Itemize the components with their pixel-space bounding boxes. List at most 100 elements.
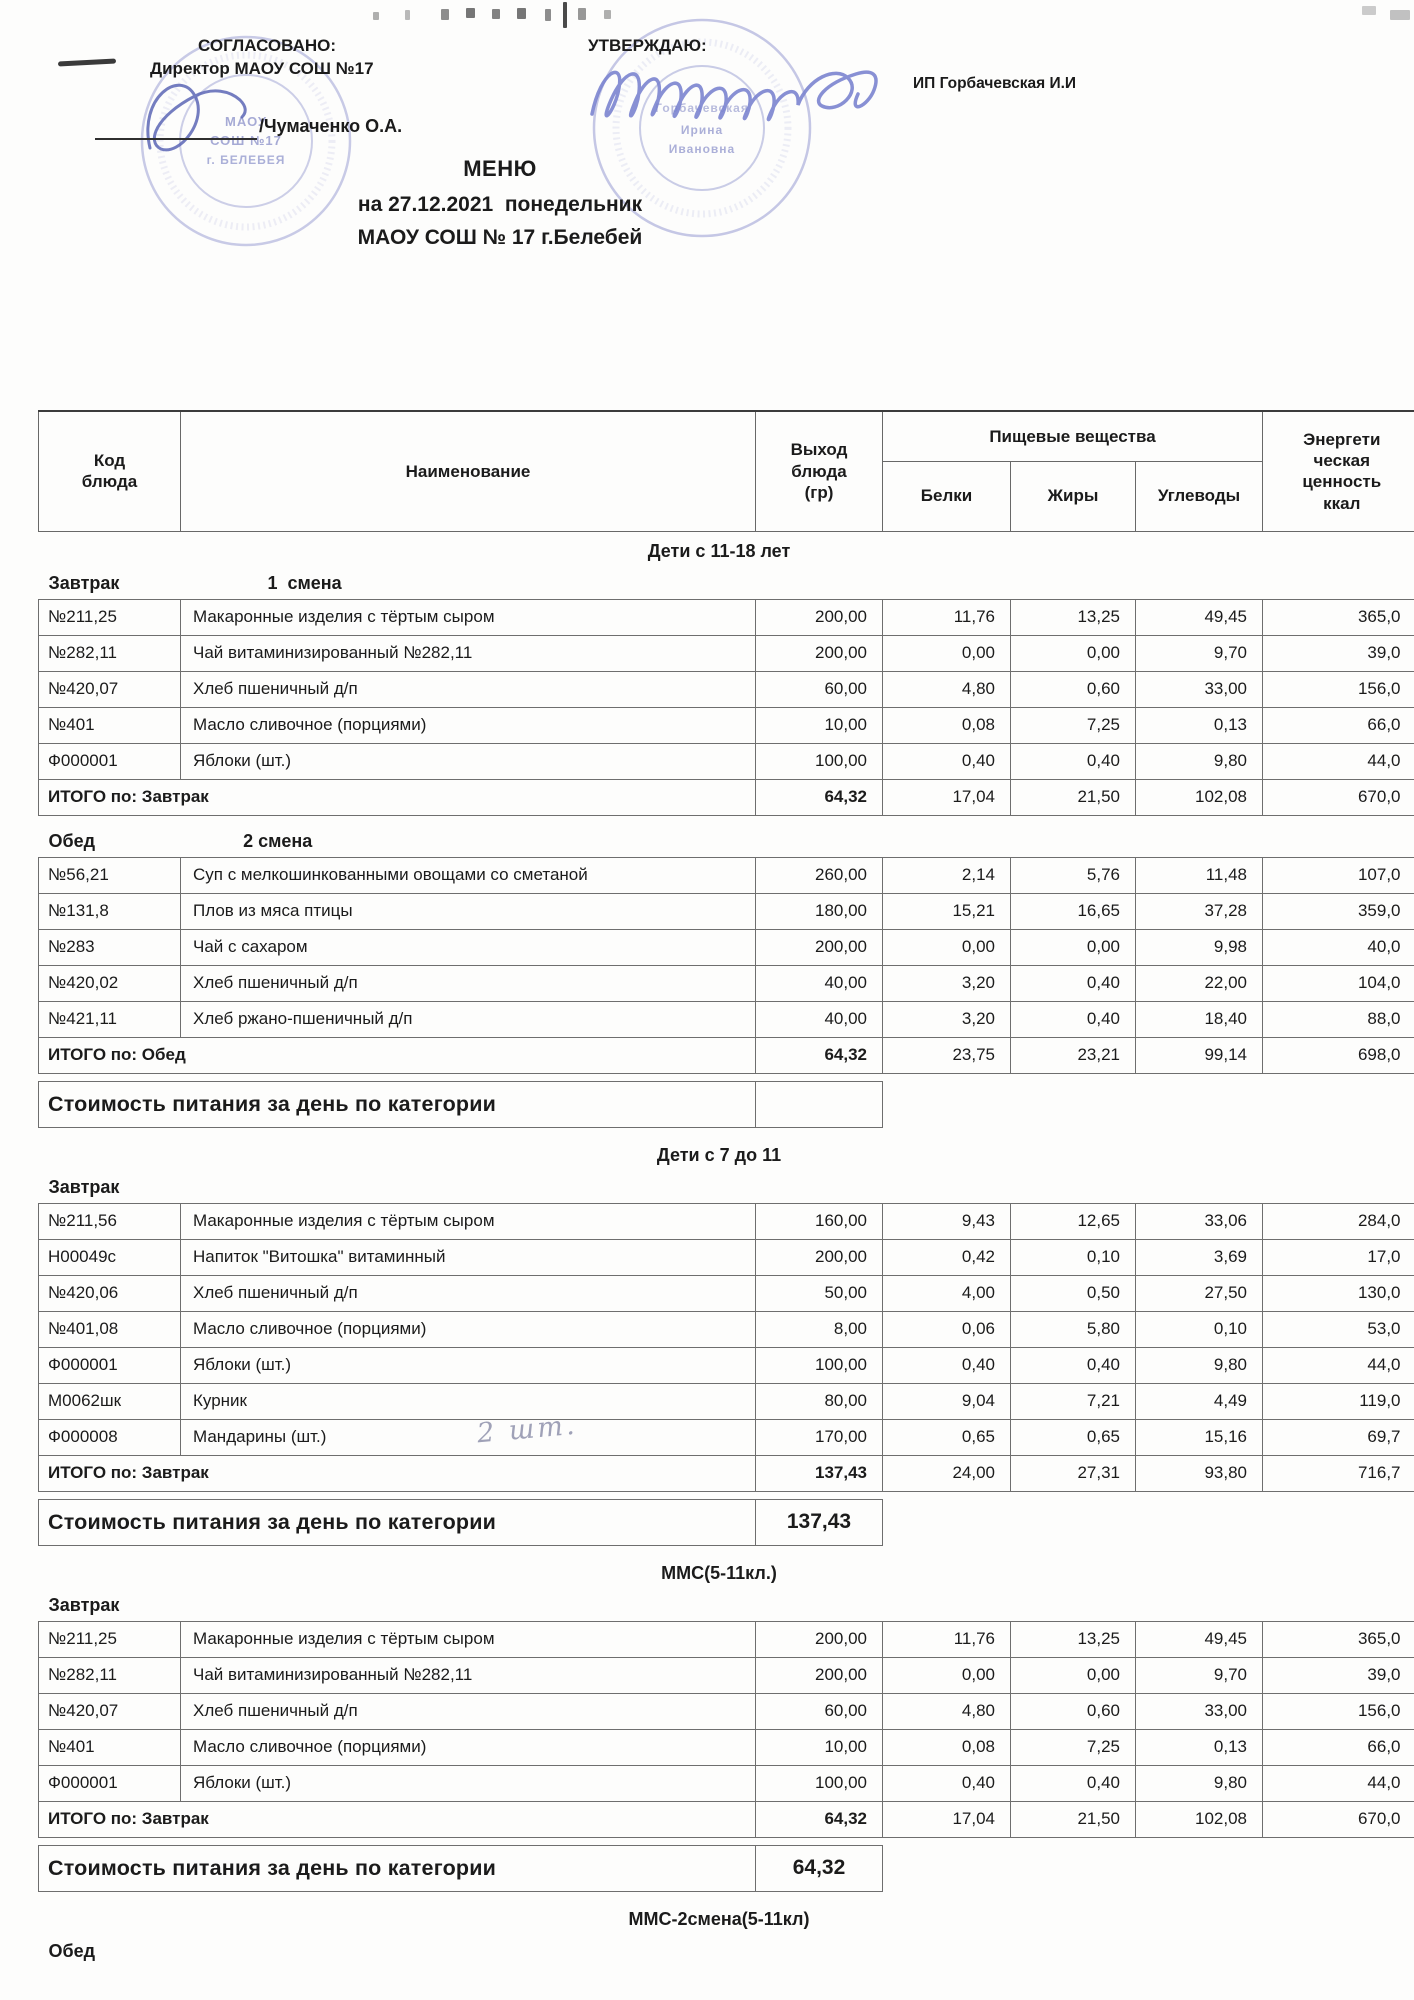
dish-energy: 104,0: [1262, 964, 1414, 1002]
dish-name-text: Яблоки (шт.): [193, 1355, 292, 1374]
dish-carbs: 11,48: [1134, 856, 1264, 894]
dish-row: М0062шк Курник 80,00 9,04 7,21 4,49 119,0: [38, 1382, 1414, 1420]
dish-out: 100,00: [755, 1346, 883, 1384]
dish-name-text: Чай витаминизированный №282,11: [193, 1665, 473, 1684]
dish-code: №401: [38, 706, 181, 744]
dish-out: 8,00: [755, 1310, 883, 1348]
dish-carbs: 9,98: [1134, 928, 1264, 966]
dish-carbs: 9,80: [1134, 1764, 1264, 1802]
scan-artifact: [563, 2, 567, 28]
dish-carbs: 15,16: [1134, 1418, 1264, 1456]
daily-cost-label: Стоимость питания за день по категории: [38, 1844, 756, 1892]
dish-name: Макаронные изделия с тёртым сыром: [180, 598, 756, 636]
dish-name-text: Хлеб пшеничный д/п: [193, 1283, 358, 1302]
dish-row: №420,06 Хлеб пшеничный д/п 50,00 4,00 0,50 27…: [38, 1274, 1414, 1312]
column-header-name: Наименование: [180, 410, 756, 532]
section-title: Дети с 7 до 11: [656, 1145, 782, 1165]
dish-fat: 13,25: [1010, 598, 1136, 636]
dish-name-text: Напиток "Витошка" витаминный: [193, 1247, 446, 1266]
dish-out: 200,00: [755, 634, 883, 672]
dish-protein: 15,21: [882, 892, 1011, 930]
dish-out: 200,00: [755, 598, 883, 636]
dish-protein: 0,40: [882, 1764, 1011, 1802]
meal-label: Обед: [48, 830, 96, 851]
dish-name: Масло сливочное (порциями): [180, 1728, 756, 1766]
dish-fat: 0,00: [1010, 928, 1136, 966]
dish-row: №282,11 Чай витаминизированный №282,11 200…: [38, 634, 1414, 672]
dish-code: №421,11: [38, 1000, 181, 1038]
spacer-row: [39, 1127, 1414, 1135]
dish-fat: 12,65: [1010, 1202, 1136, 1240]
dish-energy: 119,0: [1262, 1382, 1414, 1420]
meal-total-energy: 670,0: [1262, 778, 1414, 816]
meal-label: Завтрак: [48, 1176, 120, 1197]
dish-protein: 4,00: [882, 1274, 1011, 1312]
dish-carbs: 0,10: [1134, 1310, 1264, 1348]
dish-row: Ф000001 Яблоки (шт.) 100,00 0,40 0,40 9,80 44,…: [38, 1346, 1414, 1384]
dish-out: 200,00: [755, 1620, 883, 1658]
scan-artifact: [545, 9, 551, 21]
dish-name-text: Чай витаминизированный №282,11: [193, 643, 473, 662]
dish-name: Яблоки (шт.): [180, 1764, 756, 1802]
meal-total-out: 64,32: [755, 778, 883, 816]
dish-energy: 69,7: [1262, 1418, 1414, 1456]
spacer-row: [39, 1837, 1414, 1845]
dish-carbs: 27,50: [1134, 1274, 1264, 1312]
meal-total-label: ИТОГО по: Завтрак: [38, 1454, 756, 1492]
daily-cost-value: 137,43: [755, 1498, 883, 1546]
dish-protein: 0,40: [882, 1346, 1011, 1384]
dish-code: Ф000001: [38, 1764, 181, 1802]
dish-carbs: 3,69: [1134, 1238, 1264, 1276]
section-title: Дети с 11-18 лет: [647, 541, 791, 562]
meal-row: Обед 2 смена: [39, 823, 1414, 857]
dish-name-text: Плов из мяса птицы: [193, 901, 353, 920]
dish-out: 100,00: [755, 742, 883, 780]
dish-row: №211,25 Макаронные изделия с тёртым сыром…: [38, 1620, 1414, 1658]
dish-energy: 107,0: [1262, 856, 1414, 894]
dish-fat: 7,25: [1010, 706, 1136, 744]
dish-carbs: 18,40: [1134, 1000, 1264, 1038]
dish-name-text: Мандарины (шт.): [193, 1427, 327, 1446]
dish-name-text: Яблоки (шт.): [193, 751, 292, 770]
dish-row: Ф000008 Мандарины (шт.) 2 шт. 170,00 0,65 0,6…: [38, 1409, 1414, 1456]
dish-protein: 0,00: [882, 634, 1011, 672]
meal-total-protein: 24,00: [882, 1454, 1011, 1492]
spacer-row: [39, 1891, 1414, 1899]
dish-name-text: Чай с сахаром: [193, 937, 308, 956]
column-header-code: Код блюда: [38, 410, 181, 532]
meal-total-carbs: 99,14: [1134, 1036, 1264, 1074]
dish-name: Макаронные изделия с тёртым сыром: [180, 1620, 756, 1658]
dish-carbs: 0,13: [1134, 1728, 1264, 1766]
dish-name: Плов из мяса птицы: [180, 892, 756, 930]
meal-total-row: ИТОГО по: Завтрак 64,32 17,04 21,50 102,08 67…: [38, 1800, 1414, 1838]
dish-protein: 0,40: [882, 742, 1011, 780]
dish-name: Чай с сахаром: [180, 928, 756, 966]
daily-cost-row: Стоимость питания за день по категории 13…: [38, 1498, 1414, 1546]
dish-protein: 4,80: [882, 1692, 1011, 1730]
dish-protein: 0,08: [882, 706, 1011, 744]
dish-code: Ф000001: [38, 742, 181, 780]
dish-code: №211,56: [38, 1202, 181, 1240]
dish-protein: 0,65: [882, 1418, 1011, 1456]
meal-total-row: ИТОГО по: Завтрак 137,43 24,00 27,31 93,80 71…: [38, 1454, 1414, 1492]
dish-out: 170,00: [755, 1418, 883, 1456]
dish-protein: 0,08: [882, 1728, 1011, 1766]
dish-out: 10,00: [755, 1728, 883, 1766]
scan-artifact: [466, 8, 475, 18]
dish-name: Хлеб пшеничный д/п: [180, 1692, 756, 1730]
dish-fat: 0,00: [1010, 634, 1136, 672]
meal-total-label: ИТОГО по: Обед: [38, 1036, 756, 1074]
dish-name: Хлеб пшеничный д/п: [180, 670, 756, 708]
dish-fat: 0,60: [1010, 1692, 1136, 1730]
dish-name: Суп с мелкошинкованными овощами со смета…: [180, 856, 756, 894]
dish-code: Н00049с: [38, 1238, 181, 1276]
dish-fat: 0,00: [1010, 1656, 1136, 1694]
daily-cost-value: 64,32: [755, 1844, 883, 1892]
dish-out: 80,00: [755, 1382, 883, 1420]
dish-out: 100,00: [755, 1764, 883, 1802]
dish-name: Хлеб пшеничный д/п: [180, 964, 756, 1002]
meal-row: Обед: [39, 1933, 1414, 1967]
dish-carbs: 49,45: [1134, 1620, 1264, 1658]
approver-signature: [590, 70, 878, 122]
dish-energy: 40,0: [1262, 928, 1414, 966]
